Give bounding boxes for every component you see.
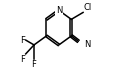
Text: N: N	[55, 6, 62, 15]
Text: F: F	[31, 60, 36, 69]
Text: F: F	[20, 55, 25, 64]
Text: N: N	[83, 40, 89, 49]
Text: Cl: Cl	[83, 3, 91, 12]
Text: F: F	[20, 36, 25, 45]
